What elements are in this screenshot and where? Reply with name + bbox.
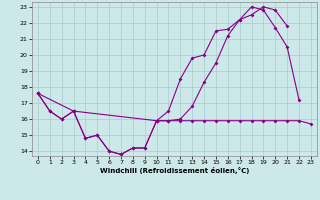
X-axis label: Windchill (Refroidissement éolien,°C): Windchill (Refroidissement éolien,°C) — [100, 167, 249, 174]
